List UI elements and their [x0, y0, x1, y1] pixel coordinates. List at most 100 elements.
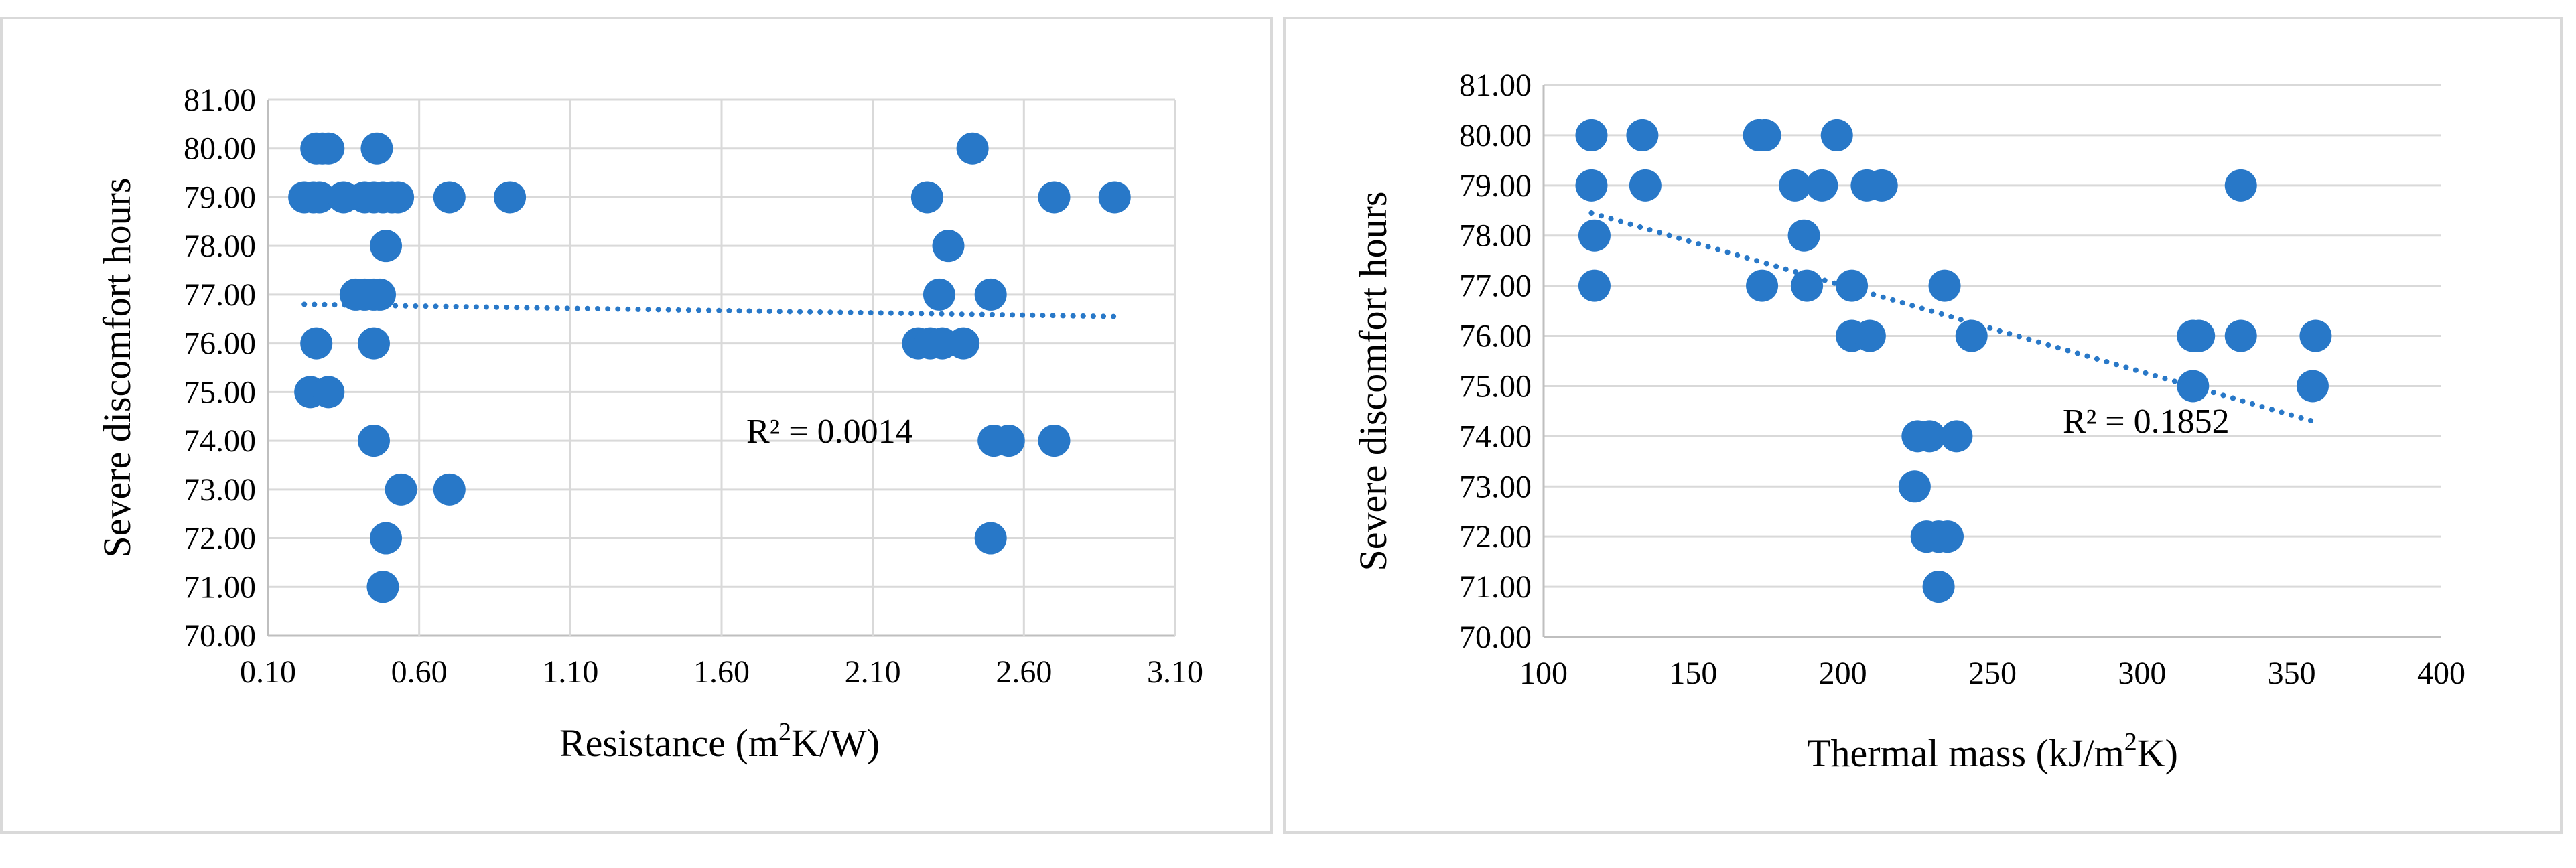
data-point	[1913, 420, 1946, 453]
data-point	[1940, 420, 1973, 453]
data-point	[2177, 370, 2210, 403]
y-tick-label: 78.00	[184, 228, 256, 264]
x-tick-label: 1.60	[693, 654, 750, 690]
y-tick-label: 80.00	[1459, 118, 1532, 153]
data-point	[1865, 169, 1898, 202]
chart-panel-resistance: 70.00 71.00 72.00 73.00 74.00 75.00 76.00 77.00…	[0, 17, 1273, 834]
data-point	[312, 132, 345, 165]
data-point	[1578, 269, 1611, 302]
x-tick-label: 1.10	[542, 654, 598, 690]
data-point	[366, 571, 399, 603]
y-tick-label: 76.00	[184, 326, 256, 362]
data-point	[1038, 181, 1071, 214]
data-point	[1791, 269, 1824, 302]
y-tick-label: 73.00	[1459, 469, 1532, 504]
data-point	[1038, 425, 1071, 457]
y-tick-label: 71.00	[184, 569, 256, 605]
data-point	[1806, 169, 1838, 202]
data-point	[2296, 370, 2329, 403]
data-point	[1578, 219, 1611, 252]
data-point	[2299, 319, 2332, 352]
x-tick-label: 3.10	[1147, 654, 1203, 690]
data-point	[2224, 169, 2257, 202]
data-point	[1787, 219, 1820, 252]
x-axis-title-superscript: 2	[778, 718, 791, 746]
data-point	[932, 230, 965, 263]
data-point	[1575, 119, 1608, 151]
data-point	[2224, 319, 2257, 352]
r-squared-label: R² = 0.0014	[746, 413, 913, 451]
x-axis-title-tail: K/W)	[791, 721, 880, 765]
data-point	[1575, 169, 1608, 202]
y-tick-label: 70.00	[184, 618, 256, 654]
y-tick-label: 74.00	[184, 423, 256, 459]
y-tick-label: 78.00	[1459, 218, 1532, 254]
x-axis-title-tail: K)	[2137, 731, 2178, 775]
data-point	[312, 376, 345, 409]
data-point	[2183, 319, 2216, 352]
x-tick-label: 300	[2118, 656, 2166, 691]
y-tick-label: 72.00	[1459, 519, 1532, 555]
data-point	[956, 132, 989, 165]
data-point	[303, 181, 336, 214]
y-axis-title: Severe discomfort hours	[1351, 192, 1395, 571]
x-tick-label: 2.10	[845, 654, 901, 690]
r-squared-label: R² = 0.1852	[2063, 403, 2230, 441]
data-point	[433, 473, 466, 506]
data-point	[1779, 169, 1812, 202]
data-point	[992, 425, 1025, 457]
data-point	[947, 327, 980, 360]
y-tick-label: 75.00	[1459, 368, 1532, 404]
data-point	[1626, 119, 1659, 151]
y-tick-label: 79.00	[1459, 168, 1532, 204]
data-point	[923, 278, 955, 311]
chart-svg-resistance: 70.00 71.00 72.00 73.00 74.00 75.00 76.00 77.00…	[95, 82, 1203, 765]
data-point	[1931, 520, 1964, 553]
y-tick-label: 81.00	[184, 82, 256, 118]
data-point	[974, 278, 1007, 311]
x-tick-label: 0.10	[240, 654, 296, 690]
data-point	[370, 230, 403, 263]
x-tick-label: 400	[2417, 656, 2465, 691]
chart-svg-thermal-mass: 70.00 71.00 72.00 73.00 74.00 75.00 76.00 77.00…	[1351, 68, 2465, 775]
y-tick-label: 70.00	[1459, 620, 1532, 655]
data-point	[433, 181, 466, 214]
y-tick-label: 79.00	[184, 179, 256, 215]
x-tick-label: 2.60	[996, 654, 1052, 690]
data-point	[1853, 319, 1886, 352]
x-tick-label: 200	[1819, 656, 1867, 691]
data-point	[494, 181, 527, 214]
y-tick-label: 80.00	[184, 131, 256, 167]
x-tick-label: 100	[1519, 656, 1568, 691]
y-tick-label: 71.00	[1459, 569, 1532, 605]
y-tick-label: 72.00	[184, 521, 256, 557]
data-point	[382, 181, 415, 214]
x-axis-title: Resistance (m2K/W)	[559, 718, 880, 765]
data-point	[910, 181, 943, 214]
x-axis-title-main: Thermal mass (kJ/m	[1807, 731, 2124, 775]
x-tick-label: 0.60	[391, 654, 448, 690]
data-point	[300, 327, 333, 360]
data-point	[1098, 181, 1131, 214]
x-tick-label: 150	[1669, 656, 1717, 691]
data-point	[385, 473, 417, 506]
x-tick-label: 350	[2268, 656, 2316, 691]
x-axis-title-superscript: 2	[2124, 728, 2137, 756]
trendline	[301, 301, 1117, 319]
data-point	[1746, 269, 1779, 302]
data-point	[1836, 269, 1869, 302]
y-tick-label: 74.00	[1459, 419, 1532, 454]
y-tick-label: 81.00	[1459, 68, 1532, 103]
data-point	[1629, 169, 1662, 202]
data-point	[1955, 319, 1988, 352]
x-axis-title: Thermal mass (kJ/m2K)	[1807, 728, 2178, 775]
data-point	[357, 425, 390, 457]
y-axis-title: Severe discomfort hours	[95, 178, 139, 558]
data-point	[363, 278, 396, 311]
x-tick-label: 250	[1968, 656, 2017, 691]
data-point	[1749, 119, 1781, 151]
data-point	[360, 132, 393, 165]
chart-panel-thermal-mass: 70.00 71.00 72.00 73.00 74.00 75.00 76.00 77.00…	[1283, 17, 2563, 834]
data-point	[1928, 269, 1961, 302]
data-point	[1898, 470, 1931, 503]
